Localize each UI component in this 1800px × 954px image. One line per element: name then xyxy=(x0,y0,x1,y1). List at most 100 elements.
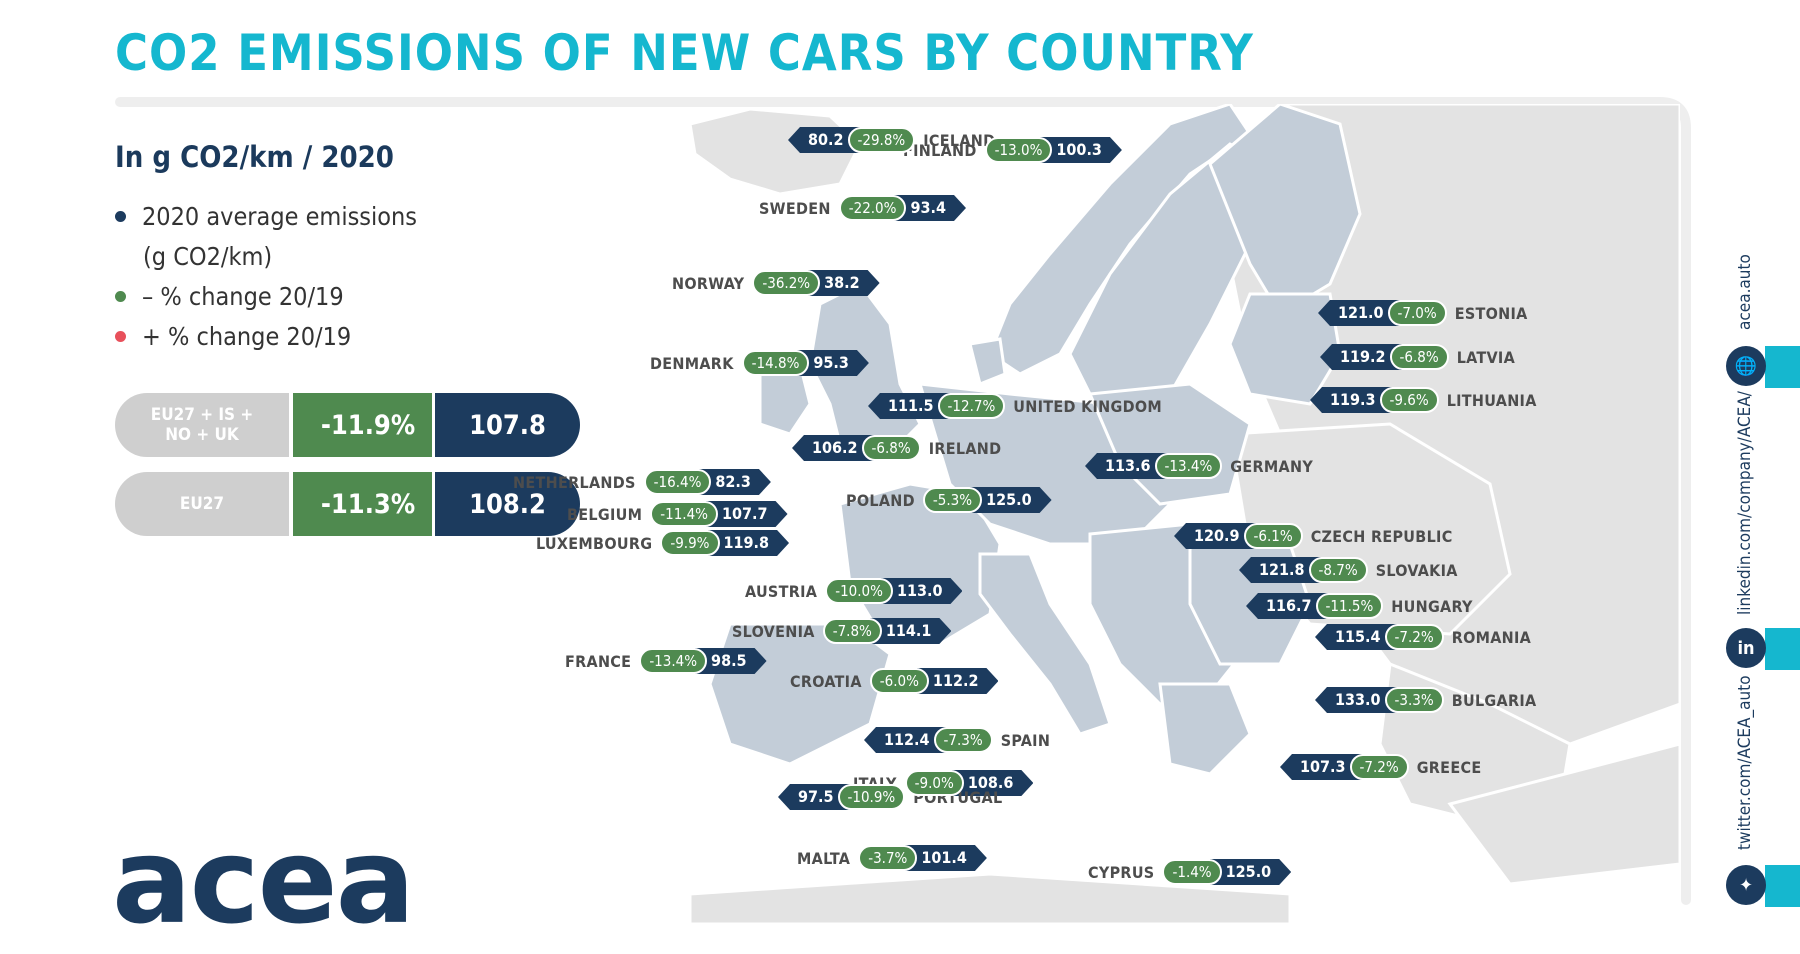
emission-value: 125.0 xyxy=(1210,859,1292,885)
change-pill: -11.5% xyxy=(1315,593,1384,619)
navy-dot-icon xyxy=(115,211,126,222)
country-name: BULGARIA xyxy=(1451,690,1537,710)
country-name: ICELAND xyxy=(923,130,996,150)
emission-value: 113.6 xyxy=(1085,453,1167,479)
country-name: IRELAND xyxy=(928,438,1002,458)
country-label-czech-republic: 120.9 -6.1% CZECH REPUBLIC xyxy=(1174,523,1453,549)
land-baltics xyxy=(1228,292,1342,406)
change-pill: -36.2% xyxy=(752,270,821,296)
country-name: CROATIA xyxy=(790,671,862,691)
emission-value: 119.8 xyxy=(708,530,790,556)
legend-item-negative: – % change 20/19 xyxy=(115,282,344,311)
aggregate-change: -11.3% xyxy=(293,472,443,536)
change-pill: -1.4% xyxy=(1162,859,1222,885)
change-pill: -22.0% xyxy=(838,195,907,221)
emission-value: 121.0 xyxy=(1318,300,1400,326)
emission-value: 121.8 xyxy=(1239,557,1321,583)
emission-value: 115.4 xyxy=(1315,624,1397,650)
country-name: HUNGARY xyxy=(1391,596,1473,616)
country-label-italy: ITALY -9.0% 108.6 xyxy=(853,770,1033,796)
change-pill: -7.3% xyxy=(933,727,993,753)
twitter-text[interactable]: twitter.com/ACEA_auto xyxy=(1735,675,1755,850)
linkedin-icon[interactable]: in xyxy=(1726,628,1766,668)
legend-item-average: 2020 average emissions xyxy=(115,202,417,231)
accent-bar xyxy=(1765,865,1800,907)
change-pill: -9.6% xyxy=(1379,387,1439,413)
emission-value: 108.6 xyxy=(952,770,1034,796)
country-label-slovakia: 121.8 -8.7% SLOVAKIA xyxy=(1239,557,1458,583)
land-africa xyxy=(690,872,1292,924)
change-pill: -5.3% xyxy=(922,487,983,513)
country-name: DENMARK xyxy=(650,353,734,373)
change-pill: -3.7% xyxy=(858,845,918,871)
legend-text: (g CO2/km) xyxy=(143,242,273,271)
emission-value: 95.3 xyxy=(797,350,869,376)
legend-text: – % change 20/19 xyxy=(142,282,344,311)
country-name: NORWAY xyxy=(672,273,745,293)
country-label-bulgaria: 133.0 -3.3% BULGARIA xyxy=(1315,687,1536,713)
country-name: GREECE xyxy=(1416,757,1482,777)
country-name: UNITED KINGDOM xyxy=(1013,396,1163,416)
legend-text: 2020 average emissions xyxy=(142,202,418,231)
change-pill: -6.8% xyxy=(861,435,921,461)
emission-value: 125.0 xyxy=(970,487,1052,513)
country-name: LUXEMBOURG xyxy=(536,533,653,553)
country-label-norway: NORWAY -36.2% 38.2 xyxy=(672,270,880,296)
aggregate-change: -11.9% xyxy=(293,393,443,457)
country-label-finland: FINLAND -13.0% 100.3 xyxy=(903,137,1122,163)
country-label-cyprus: CYPRUS -1.4% 125.0 xyxy=(1088,859,1291,885)
emission-value: 100.3 xyxy=(1040,137,1122,163)
country-label-sweden: SWEDEN -22.0% 93.4 xyxy=(759,195,966,221)
linkedin-text[interactable]: linkedin.com/company/ACEA/ xyxy=(1735,391,1755,615)
emission-value: 82.3 xyxy=(699,469,771,495)
country-name: CYPRUS xyxy=(1088,862,1155,882)
country-label-france: FRANCE -13.4% 98.5 xyxy=(565,648,767,674)
unit-subtitle: In g CO2/km / 2020 xyxy=(115,140,394,174)
change-pill: -6.0% xyxy=(869,668,929,694)
twitter-icon[interactable]: ✦ xyxy=(1726,865,1766,905)
country-name: LATVIA xyxy=(1456,347,1516,367)
change-pill: -29.8% xyxy=(847,127,916,153)
change-pill: -13.4% xyxy=(639,648,708,674)
change-pill: -3.3% xyxy=(1384,687,1444,713)
emission-value: 106.2 xyxy=(792,435,874,461)
aggregate-eu27: EU27 -11.3% 108.2 xyxy=(115,472,580,536)
emission-value: 113.0 xyxy=(881,578,963,604)
country-name: LITHUANIA xyxy=(1446,390,1537,410)
page-title: CO2 EMISSIONS OF NEW CARS BY COUNTRY xyxy=(115,24,1254,82)
change-pill: -7.2% xyxy=(1349,754,1409,780)
change-pill: -12.7% xyxy=(937,393,1006,419)
emission-value: 111.5 xyxy=(868,393,950,419)
legend-item-average-unit: (g CO2/km) xyxy=(143,242,272,271)
country-label-luxembourg: LUXEMBOURG -9.9% 119.8 xyxy=(536,530,789,556)
change-pill: -7.2% xyxy=(1384,624,1444,650)
emission-value: 116.7 xyxy=(1246,593,1328,619)
country-label-malta: MALTA -3.7% 101.4 xyxy=(797,845,987,871)
country-name: SPAIN xyxy=(1000,730,1051,750)
country-name: FINLAND xyxy=(903,140,977,160)
emission-value: 107.3 xyxy=(1280,754,1362,780)
emission-value: 101.4 xyxy=(905,845,987,871)
website-text[interactable]: acea.auto xyxy=(1735,254,1755,330)
land-turkey xyxy=(1447,742,1680,886)
land-greece xyxy=(1158,682,1252,776)
country-label-spain: 112.4 -7.3% SPAIN xyxy=(864,727,1050,753)
change-pill: -11.4% xyxy=(650,501,718,527)
globe-icon[interactable]: 🌐 xyxy=(1726,346,1766,386)
change-pill: -6.8% xyxy=(1389,344,1449,370)
land-italy xyxy=(978,552,1112,736)
accent-bar xyxy=(1765,628,1800,670)
country-label-greece: 107.3 -7.2% GREECE xyxy=(1280,754,1481,780)
country-label-portugal: 97.5 -10.9% PORTUGAL xyxy=(778,784,1002,810)
aggregate-value: 107.8 xyxy=(435,393,580,457)
emission-value: 93.4 xyxy=(894,195,966,221)
country-label-iceland: 80.2 -29.8% ICELAND xyxy=(788,127,995,153)
country-label-united-kingdom: 111.5 -12.7% UNITED KINGDOM xyxy=(868,393,1162,419)
emission-value: 120.9 xyxy=(1174,523,1256,549)
country-name: POLAND xyxy=(846,490,915,510)
country-label-belgium: BELGIUM -11.4% 107.7 xyxy=(567,501,788,527)
change-pill: -13.0% xyxy=(984,137,1053,163)
emission-value: 38.2 xyxy=(808,270,880,296)
country-label-poland: POLAND -5.3% 125.0 xyxy=(846,487,1052,513)
acea-logo: acea xyxy=(112,812,415,950)
